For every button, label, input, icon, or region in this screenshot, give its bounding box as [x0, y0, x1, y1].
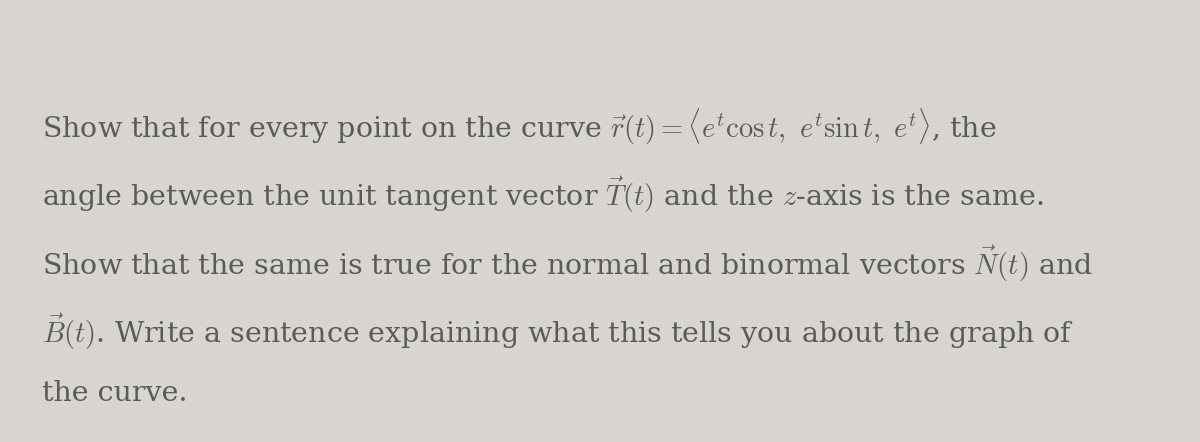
Text: $\vec{B}(t)$. Write a sentence explaining what this tells you about the graph of: $\vec{B}(t)$. Write a sentence explainin…	[42, 312, 1074, 352]
Text: angle between the unit tangent vector $\vec{T}(t)$ and the $z$-axis is the same.: angle between the unit tangent vector $\…	[42, 175, 1043, 215]
Text: the curve.: the curve.	[42, 380, 187, 407]
Text: Show that for every point on the curve $\vec{r}(t) = \langle e^t \cos t,\ e^t \s: Show that for every point on the curve $…	[42, 106, 996, 147]
Text: Show that the same is true for the normal and binormal vectors $\vec{N}(t)$ and: Show that the same is true for the norma…	[42, 243, 1092, 284]
